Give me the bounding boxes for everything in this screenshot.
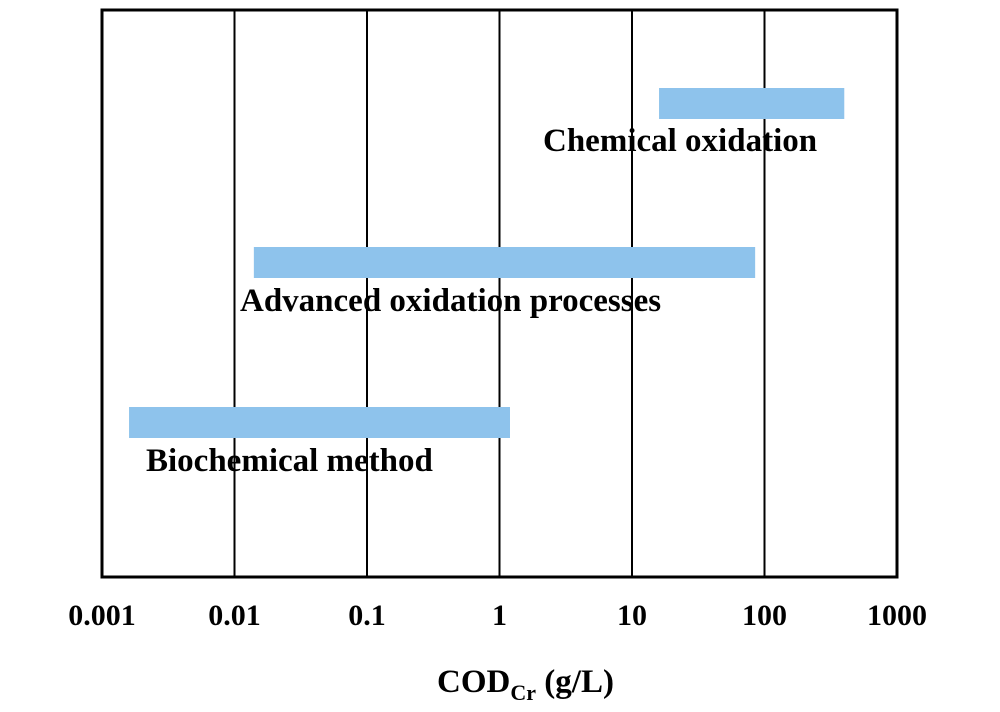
x-axis-title-main: COD: [437, 664, 510, 700]
bar-label: Chemical oxidation: [543, 123, 817, 159]
x-tick-label: 1000: [867, 599, 927, 632]
x-axis-title-subscript: Cr: [510, 680, 536, 705]
x-tick-label: 1: [492, 599, 507, 632]
x-tick-label: 0.01: [208, 599, 261, 632]
bar-label: Advanced oxidation processes: [240, 283, 661, 319]
bar-labels: Chemical oxidation Advanced oxidation pro…: [146, 123, 817, 479]
range-bar: [253, 247, 756, 278]
range-bars: [129, 88, 845, 438]
x-tick-labels: 0.001 0.01 0.1 1 10 100 1000: [68, 599, 927, 632]
x-tick-label: 0.001: [68, 599, 136, 632]
x-axis-title-unit: (g/L): [536, 664, 614, 700]
bar-label: Biochemical method: [146, 443, 433, 479]
x-tick-label: 0.1: [348, 599, 386, 632]
range-bar: [129, 407, 510, 438]
x-tick-label: 10: [617, 599, 647, 632]
range-bar: [659, 88, 845, 119]
x-tick-label: 100: [742, 599, 787, 632]
x-axis-title: CODCr (g/L): [437, 664, 614, 705]
plot-frame: [100, 8, 899, 579]
